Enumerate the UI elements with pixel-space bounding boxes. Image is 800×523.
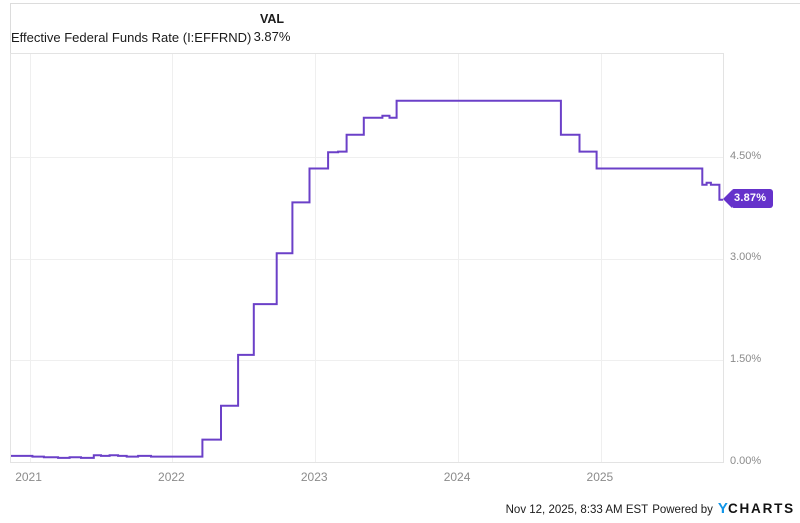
y-axis-tick-label: 0.00%	[730, 454, 762, 467]
ycharts-logo-charts: CHARTS	[727, 501, 795, 516]
badge-arrow-icon	[723, 189, 732, 208]
y-axis-tick-label: 3.00%	[730, 251, 762, 264]
ycharts-logo[interactable]: Y CHARTS	[718, 500, 795, 517]
x-axis-tick-label: 2024	[443, 470, 471, 484]
gridlines	[11, 54, 723, 462]
ycharts-logo-y: Y	[717, 500, 728, 517]
header-left-border	[10, 3, 11, 53]
y-axis-tick-label: 1.50%	[730, 352, 762, 365]
x-axis-tick-label: 2023	[300, 470, 328, 484]
footer-powered-by: Powered by	[652, 504, 713, 516]
chart-canvas[interactable]	[11, 54, 723, 462]
series-line	[11, 99, 723, 459]
chart-title: Effective Federal Funds Rate (I:EFFRND)	[11, 30, 252, 45]
top-divider	[10, 3, 800, 4]
val-column-header: VAL	[259, 12, 285, 26]
y-axis-tick-label: 4.50%	[730, 149, 762, 162]
footer-timestamp: Nov 12, 2025, 8:33 AM EST	[505, 504, 649, 516]
x-axis-tick-label: 2021	[15, 470, 42, 484]
val-current-value: 3.87%	[253, 29, 291, 44]
footer: Nov 12, 2025, 8:33 AM EST Powered by Y C…	[506, 500, 795, 517]
x-axis-tick-label: 2022	[158, 470, 185, 484]
last-value-badge: 3.87%	[723, 189, 774, 209]
x-axis-tick-label: 2025	[586, 470, 614, 484]
plot-area[interactable]	[10, 53, 724, 463]
last-value-badge-label: 3.87%	[732, 189, 774, 209]
